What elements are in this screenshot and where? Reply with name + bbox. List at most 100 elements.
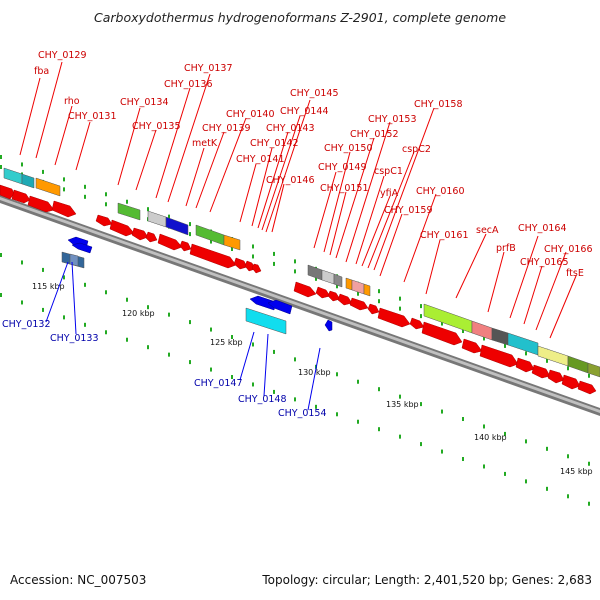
gene-label: CHY_0131 bbox=[68, 111, 117, 122]
gene-fba[interactable] bbox=[11, 189, 31, 204]
track-dot bbox=[294, 269, 296, 274]
track-dot bbox=[315, 404, 317, 409]
gene-CHY_0158[interactable] bbox=[377, 307, 411, 328]
track-dot bbox=[483, 424, 485, 429]
track-dot bbox=[273, 261, 275, 266]
gene-label: CHY_0159 bbox=[384, 205, 433, 216]
gene-CHY_0143[interactable] bbox=[251, 263, 262, 274]
tick-label: 140 kbp bbox=[474, 433, 507, 442]
gene-label: CHY_0133 bbox=[50, 333, 99, 344]
gene-CHY_0161[interactable] bbox=[461, 338, 483, 354]
track-dot bbox=[462, 417, 464, 422]
track-dot bbox=[42, 169, 44, 174]
gene-secA[interactable] bbox=[479, 344, 519, 368]
forward-label-leaders bbox=[19, 61, 577, 339]
track-dot bbox=[147, 345, 149, 350]
track-dot bbox=[420, 442, 422, 447]
gene-CHY_0160[interactable] bbox=[421, 321, 463, 346]
track-dot bbox=[231, 247, 233, 252]
track-dot bbox=[126, 297, 128, 302]
gene-label: CHY_0150 bbox=[324, 143, 373, 154]
gene-CHY_0141[interactable] bbox=[233, 257, 248, 270]
track-dot bbox=[567, 494, 569, 499]
gene-rho[interactable] bbox=[27, 195, 55, 213]
gene-CHY_0166[interactable] bbox=[561, 374, 581, 390]
topology-text: Topology: circular; Length: 2,401,520 bp… bbox=[262, 573, 592, 587]
gene-CHY_0165[interactable] bbox=[547, 369, 565, 384]
track-dot bbox=[336, 412, 338, 417]
accession-text: Accession: NC_007503 bbox=[10, 573, 147, 587]
gene-label: CHY_0164 bbox=[518, 223, 567, 234]
gene-CHY_0133[interactable] bbox=[71, 242, 93, 254]
gene-CHY_0136[interactable] bbox=[131, 227, 149, 241]
track-dot bbox=[504, 471, 506, 476]
tick-label: 135 kbp bbox=[386, 400, 419, 409]
gene-prfB[interactable] bbox=[515, 357, 535, 373]
gene-label: CHY_0137 bbox=[184, 63, 233, 74]
track-dot bbox=[210, 239, 212, 244]
reverse-label-leaders bbox=[45, 261, 321, 411]
gene-CHY_0150[interactable] bbox=[327, 290, 341, 302]
gene-CHY_0164[interactable] bbox=[531, 364, 551, 379]
track-dot bbox=[252, 342, 254, 347]
gene-ftsE[interactable] bbox=[577, 380, 597, 395]
axis-ticks: 115 kbp 120 kbp 125 kbp 130 kbp 135 kbp … bbox=[32, 282, 593, 476]
gene-CHY_0135[interactable] bbox=[109, 219, 135, 237]
map-title: Carboxydothermus hydrogenoformans Z-2901… bbox=[93, 10, 507, 25]
gene-label: CHY_0135 bbox=[132, 121, 181, 132]
gene-CHY_0146[interactable] bbox=[293, 281, 317, 298]
track-dot bbox=[84, 184, 86, 189]
track-dot bbox=[21, 300, 23, 305]
track-dot bbox=[126, 337, 128, 342]
gene-metK[interactable] bbox=[157, 233, 183, 251]
track-dot bbox=[273, 349, 275, 354]
gene-label: CHY_0129 bbox=[38, 50, 87, 61]
track-dot bbox=[252, 254, 254, 259]
track-dot bbox=[126, 199, 128, 204]
gene-CHY_0137[interactable] bbox=[145, 231, 158, 243]
gene-CHY_0151[interactable] bbox=[337, 293, 353, 306]
gene-CHY_0149[interactable] bbox=[315, 286, 331, 299]
gene-CHY_0152[interactable] bbox=[349, 297, 369, 311]
track-dot bbox=[105, 330, 107, 335]
gene-label: CHY_0161 bbox=[420, 230, 469, 241]
gene-CHY_0134[interactable] bbox=[95, 214, 113, 227]
cog-boxes-forward bbox=[3, 167, 600, 378]
gene-CHY_0139[interactable] bbox=[179, 240, 192, 252]
track-dot bbox=[378, 289, 380, 294]
track-dot bbox=[63, 315, 65, 320]
track-dot bbox=[441, 321, 443, 326]
gene-label: fba bbox=[34, 66, 49, 77]
track-dot bbox=[441, 449, 443, 454]
track-dot bbox=[378, 299, 380, 304]
track-dot bbox=[0, 155, 2, 159]
gene-label: CHY_0166 bbox=[544, 244, 593, 255]
gene-label: ftsE bbox=[566, 268, 584, 279]
track-dot bbox=[105, 290, 107, 295]
track-dot bbox=[483, 336, 485, 341]
gene-CHY_0153[interactable] bbox=[367, 303, 380, 315]
gene-label: CHY_0160 bbox=[416, 186, 465, 197]
tick-label: 115 kbp bbox=[32, 282, 65, 291]
track-dot bbox=[273, 251, 275, 256]
track-dot bbox=[399, 394, 401, 399]
gene-CHY_0159[interactable] bbox=[409, 317, 425, 330]
tick-label: 125 kbp bbox=[210, 338, 243, 347]
dotted-tracks bbox=[0, 155, 590, 506]
track-dot bbox=[231, 335, 233, 340]
reverse-gene-track bbox=[67, 236, 333, 332]
track-dot bbox=[168, 214, 170, 219]
track-dot bbox=[84, 194, 86, 199]
gene-CHY_0131[interactable] bbox=[51, 200, 77, 218]
track-dot bbox=[336, 372, 338, 377]
gene-CHY_0154[interactable] bbox=[324, 319, 333, 332]
track-dot bbox=[147, 207, 149, 212]
gene-CHY_0140[interactable] bbox=[189, 243, 237, 269]
gene-label: CHY_0151 bbox=[320, 183, 369, 194]
gene-CHY_0129[interactable] bbox=[0, 184, 15, 200]
gene-CHY_0148[interactable] bbox=[267, 299, 293, 315]
gene-label: CHY_0132 bbox=[2, 319, 51, 330]
gene-label: cspC2 bbox=[402, 144, 431, 155]
track-dot bbox=[546, 358, 548, 363]
track-dot bbox=[525, 351, 527, 356]
